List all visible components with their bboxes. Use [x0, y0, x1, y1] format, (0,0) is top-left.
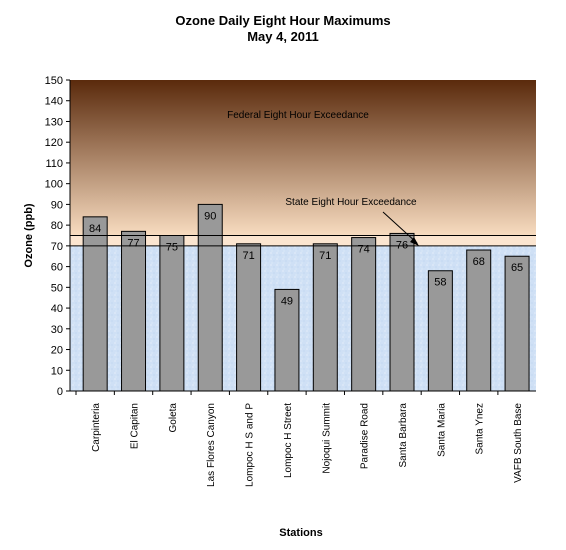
x-tick-label: Santa Maria [436, 403, 447, 457]
annotation-arrow [382, 211, 418, 244]
x-tick-label: Santa Ynez [475, 403, 486, 455]
y-tick-label: 50 [51, 282, 63, 294]
x-tick-label: Nojoqui Summit [321, 403, 332, 474]
bar [466, 249, 492, 392]
x-axis-title: Stations [279, 527, 322, 539]
y-tick-label: 20 [51, 345, 63, 357]
bar [236, 243, 262, 392]
bar [197, 203, 223, 392]
data-label: 84 [89, 223, 101, 235]
data-label: 71 [242, 250, 254, 262]
x-tick-label: VAFB South Base [513, 403, 524, 483]
data-label: 90 [204, 210, 216, 222]
federal-exceedance-band [70, 80, 536, 236]
y-tick-label: 70 [51, 241, 63, 253]
y-tick-label: 120 [45, 137, 63, 149]
data-label: 74 [358, 244, 370, 256]
y-tick-label: 150 [45, 75, 63, 87]
y-tick-label: 40 [51, 303, 63, 315]
data-label: 76 [396, 239, 408, 251]
x-tick-label: Lompoc H Street [283, 403, 294, 478]
x-tick-label: El Capitan [130, 403, 141, 449]
data-label: 77 [127, 237, 139, 249]
y-tick-label: 140 [45, 96, 63, 108]
y-tick-label: 90 [51, 199, 63, 211]
bar [389, 232, 415, 392]
y-tick-label: 110 [45, 158, 63, 170]
data-label: 58 [434, 277, 446, 289]
y-tick-label: 30 [51, 324, 63, 336]
x-tick-label: Las Flores Canyon [206, 403, 217, 487]
y-tick-label: 10 [51, 365, 63, 377]
bar [121, 230, 147, 392]
data-label: 49 [281, 295, 293, 307]
bar [82, 216, 108, 392]
data-label: 65 [511, 262, 523, 274]
federal-exceedance-label: Federal Eight Hour Exceedance [227, 110, 369, 121]
bar [351, 237, 377, 392]
bar [159, 235, 185, 392]
x-tick-label: Carpinteria [91, 403, 102, 452]
x-tick-label: Paradise Road [360, 403, 371, 469]
bar [504, 255, 530, 392]
y-axis-title: Ozone (ppb) [23, 203, 35, 267]
data-label: 75 [166, 242, 178, 254]
x-tick-label: Goleta [168, 403, 179, 433]
state-exceedance-band [70, 235, 536, 246]
bar [427, 270, 453, 392]
y-tick-label: 0 [57, 386, 63, 398]
chart-subtitle: May 4, 2011 [247, 29, 319, 44]
y-tick-label: 130 [45, 116, 63, 128]
bar [312, 243, 338, 392]
below-threshold-area [70, 245, 536, 391]
state-exceedance-label: State Eight Hour Exceedance [285, 197, 417, 208]
arrowhead-icon [410, 237, 419, 246]
chart-title: Ozone Daily Eight Hour Maximums [175, 13, 391, 28]
y-tick-label: 100 [45, 179, 63, 191]
bar [274, 288, 300, 392]
x-tick-label: Santa Barbara [398, 403, 409, 468]
x-tick-label: Lompoc H S and P [245, 403, 256, 487]
data-label: 71 [319, 250, 331, 262]
data-label: 68 [473, 256, 485, 268]
y-tick-label: 80 [51, 220, 63, 232]
y-tick-label: 60 [51, 262, 63, 274]
